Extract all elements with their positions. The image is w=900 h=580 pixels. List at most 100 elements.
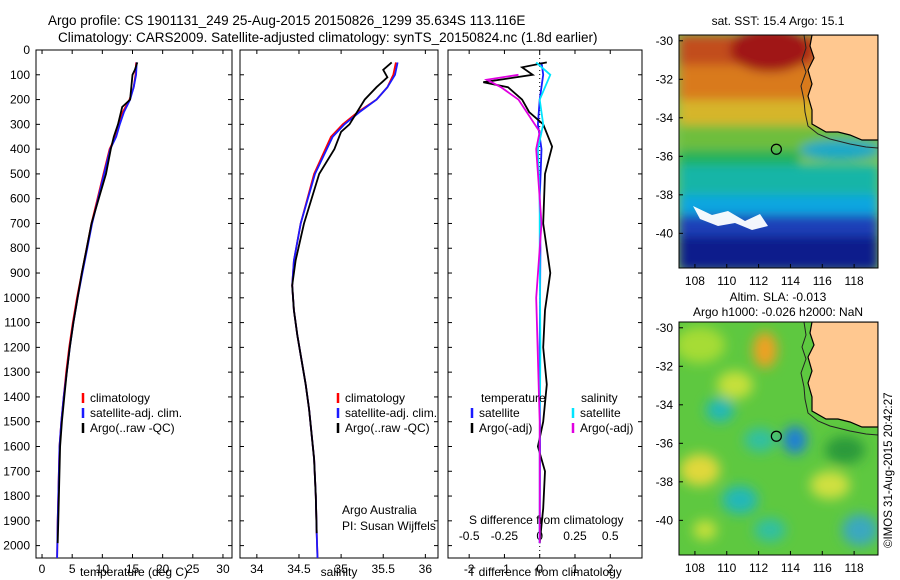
sla-map-title-line1: Altim. SLA: -0.013	[730, 290, 827, 304]
series-line	[483, 73, 543, 544]
x-tick-label: 20	[156, 562, 170, 576]
depth-tick-label: 1400	[3, 390, 30, 404]
difference-series	[483, 61, 554, 544]
map-x-tick-label: 110	[717, 274, 736, 288]
depth-tick-label: 100	[10, 68, 30, 82]
depth-tick-label: 1100	[4, 316, 30, 330]
figure-title-line1: Argo profile: CS 1901131_249 25-Aug-2015…	[48, 13, 525, 28]
temperature-x-axis: 0 5 10 15 20 25 30	[39, 50, 230, 576]
depth-tick-label: 1300	[3, 365, 30, 379]
temperature-xlabel: temperature (deg C)	[80, 565, 188, 579]
land-mass	[807, 35, 878, 141]
legend-label: Argo(..raw -QC)	[345, 421, 430, 435]
depth-tick-label: 1200	[3, 340, 30, 354]
legend-label: climatology	[345, 391, 405, 405]
legend-label: Argo(-adj)	[479, 421, 532, 435]
depth-tick-label: 500	[10, 167, 30, 181]
land-mass	[807, 322, 878, 428]
map-x-tick-label: 116	[813, 274, 832, 288]
difference-panel: -2 -1 0 1 2 -0.5 -0.25 0 0.25 0.5 temperature sal…	[447, 49, 643, 579]
temperature-panel: 0100200300400500600700800900100011001200…	[3, 43, 233, 579]
salinity-panel: 34 34.5 35 35.5 36 climatologysatellite-adj.…	[239, 49, 439, 579]
top-tick-label: 0.5	[602, 529, 619, 543]
sla-map-panel: Altim. SLA: -0.013 Argo h1000: -0.026 h2…	[656, 290, 879, 575]
sst-map-title: sat. SST: 15.4 Argo: 15.1	[712, 14, 845, 28]
sst-map-frame	[678, 34, 879, 269]
depth-tick-label: 1900	[3, 514, 30, 528]
depth-tick-label: 400	[10, 142, 30, 156]
depth-tick-label: 800	[10, 241, 30, 255]
depth-tick-label: 1700	[3, 464, 30, 478]
x-tick-label: 0	[536, 562, 543, 576]
x-tick-label: 25	[186, 562, 200, 576]
difference-legend: temperature salinitysatelliteArgo(-adj)sa…	[470, 391, 633, 435]
map-x-tick-label: 108	[685, 561, 705, 575]
top-tick-label: 0.25	[563, 529, 587, 543]
sla-map-frame	[678, 321, 879, 556]
pi-label: PI: Susan Wijffels	[342, 519, 436, 533]
series-line	[291, 61, 393, 534]
depth-tick-label: 2000	[3, 539, 30, 553]
map-x-tick-label: 112	[749, 561, 768, 575]
depth-tick-label: 1000	[3, 291, 30, 305]
sla-map-title-line2: Argo h1000: -0.026 h2000: NaN	[693, 305, 863, 319]
depth-tick-label: 600	[10, 192, 30, 206]
t-difference-x-axis: -2 -1 0 1 2	[448, 49, 642, 576]
depth-tick-label: 0	[23, 43, 30, 57]
map-x-tick-label: 108	[685, 274, 705, 288]
series-line	[483, 61, 554, 544]
argo-australia-label: Argo Australia	[342, 503, 417, 517]
sst-map-axes: 108 110 112 114 116 118 -30 -32 -34 -36 -38 -40	[656, 34, 864, 288]
sst-map-image	[679, 35, 878, 268]
salinity-xlabel: salinity	[321, 565, 358, 579]
map-y-tick-label: -34	[656, 111, 674, 125]
imos-credit: ©IMOS 31-Aug-2015 20:42:27	[883, 392, 895, 548]
map-y-tick-label: -30	[656, 321, 674, 335]
map-y-tick-label: -32	[656, 359, 674, 373]
map-y-tick-label: -40	[656, 226, 674, 240]
legend-header: salinity	[581, 391, 618, 405]
map-y-tick-label: -34	[656, 398, 674, 412]
x-tick-label: 34.5	[287, 562, 311, 576]
map-y-tick-label: -38	[656, 475, 674, 489]
legend-header: temperature	[481, 391, 546, 405]
x-tick-label: 5	[69, 562, 76, 576]
map-x-tick-label: 118	[845, 274, 864, 288]
x-tick-label: 34	[250, 562, 264, 576]
map-x-tick-label: 114	[781, 274, 800, 288]
legend-label: satellite	[580, 406, 621, 420]
figure-title-line2: Climatology: CARS2009. Satellite-adjuste…	[58, 30, 598, 45]
argo-float-marker	[770, 430, 782, 442]
map-x-tick-label: 110	[717, 561, 736, 575]
salinity-axes-frame	[239, 49, 439, 559]
x-tick-label: 2	[607, 562, 614, 576]
sst-map-panel: sat. SST: 15.4 Argo: 15.1 108 110 112 114 1	[656, 14, 879, 288]
depth-axis: 0 100 200 300 400 500 600 700 800 900 1000 1100 1200…	[3, 43, 232, 553]
depth-tick-label: 300	[10, 117, 30, 131]
depth-tick-label: 200	[10, 93, 30, 107]
temperature-series	[56, 62, 139, 558]
legend-label: satellite	[479, 406, 520, 420]
map-x-tick-label: 118	[845, 561, 864, 575]
map-y-tick-label: -36	[656, 436, 674, 450]
map-x-tick-label: 112	[749, 274, 768, 288]
argo-float-marker	[770, 143, 782, 155]
legend-label: satellite-adj. clim.	[90, 406, 182, 420]
x-tick-label: 0	[39, 562, 46, 576]
map-x-tick-label: 116	[813, 561, 832, 575]
x-tick-label: 35	[334, 562, 348, 576]
x-tick-label: 30	[216, 562, 230, 576]
top-tick-label: -0.5	[459, 529, 480, 543]
series-line	[56, 62, 139, 544]
map-x-tick-label: 114	[781, 561, 800, 575]
s-difference-label: S difference from climatology	[469, 513, 624, 527]
map-y-tick-label: -36	[656, 149, 674, 163]
legend-label: climatology	[90, 391, 150, 405]
map-y-tick-label: -40	[656, 513, 674, 527]
map-y-tick-label: -30	[656, 34, 674, 48]
x-tick-label: -2	[464, 562, 475, 576]
x-tick-label: -1	[499, 562, 510, 576]
legend-label: satellite-adj. clim.	[345, 406, 437, 420]
